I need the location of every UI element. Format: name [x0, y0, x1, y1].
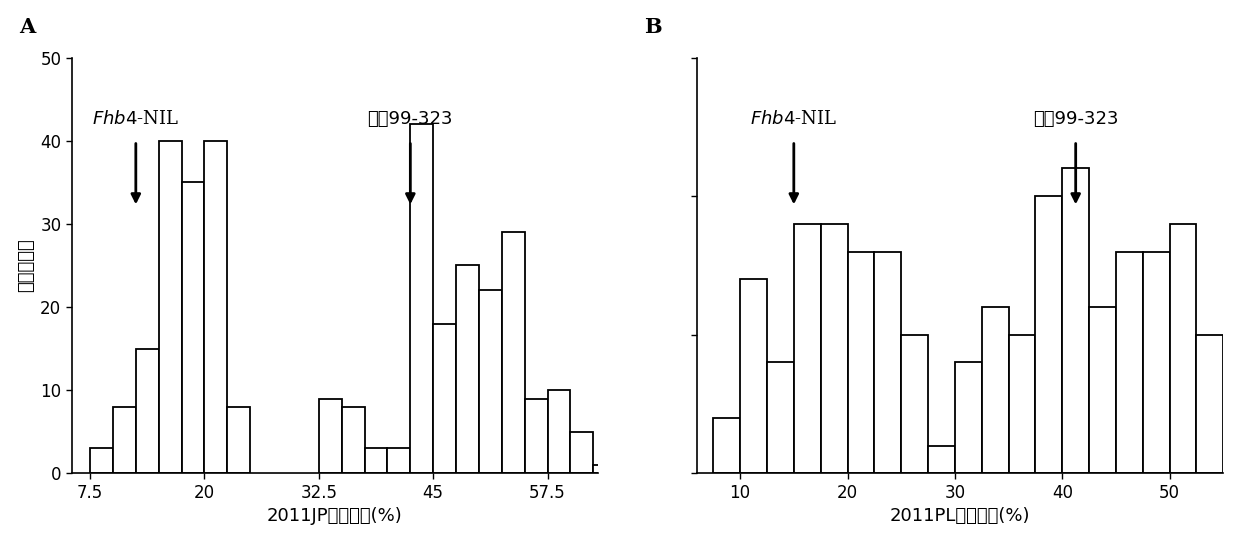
Bar: [1116, 251, 1143, 473]
Bar: [365, 448, 387, 473]
Bar: [1089, 307, 1116, 473]
Bar: [205, 141, 227, 473]
Bar: [456, 266, 479, 473]
Bar: [227, 407, 250, 473]
Bar: [594, 465, 616, 473]
Bar: [136, 349, 159, 473]
Bar: [713, 418, 740, 473]
Bar: [847, 251, 874, 473]
Text: $\mathit{Fhb4}$-NIL: $\mathit{Fhb4}$-NIL: [92, 110, 180, 128]
X-axis label: 2011JP病小穗率(%): 2011JP病小穗率(%): [267, 507, 403, 525]
Bar: [342, 407, 365, 473]
Text: 绵陶99-323: 绵陶99-323: [367, 110, 453, 128]
Bar: [433, 324, 456, 473]
Y-axis label: 重组体数目: 重组体数目: [16, 238, 35, 292]
Bar: [387, 448, 410, 473]
Bar: [181, 182, 205, 473]
Bar: [928, 446, 955, 473]
Bar: [570, 432, 594, 473]
Bar: [740, 279, 768, 473]
Bar: [794, 224, 821, 473]
Bar: [525, 398, 548, 473]
Bar: [159, 141, 181, 473]
Bar: [319, 398, 342, 473]
Bar: [502, 232, 525, 473]
Text: B: B: [645, 17, 662, 37]
Bar: [113, 407, 136, 473]
Bar: [1143, 251, 1169, 473]
Bar: [479, 291, 502, 473]
Bar: [1063, 169, 1089, 473]
Bar: [821, 224, 847, 473]
Text: 绵陶99-323: 绵陶99-323: [1033, 110, 1118, 128]
Bar: [1169, 224, 1197, 473]
Bar: [1035, 196, 1063, 473]
Bar: [1197, 335, 1224, 473]
Bar: [768, 363, 794, 473]
Bar: [901, 335, 928, 473]
Text: $\mathit{Fhb4}$-NIL: $\mathit{Fhb4}$-NIL: [750, 110, 837, 128]
Bar: [548, 390, 570, 473]
Bar: [1008, 335, 1035, 473]
Bar: [410, 124, 433, 473]
Bar: [955, 363, 982, 473]
X-axis label: 2011PL病小穗率(%): 2011PL病小穗率(%): [890, 507, 1030, 525]
Bar: [874, 251, 901, 473]
Bar: [982, 307, 1008, 473]
Bar: [91, 448, 113, 473]
Text: A: A: [19, 17, 36, 37]
